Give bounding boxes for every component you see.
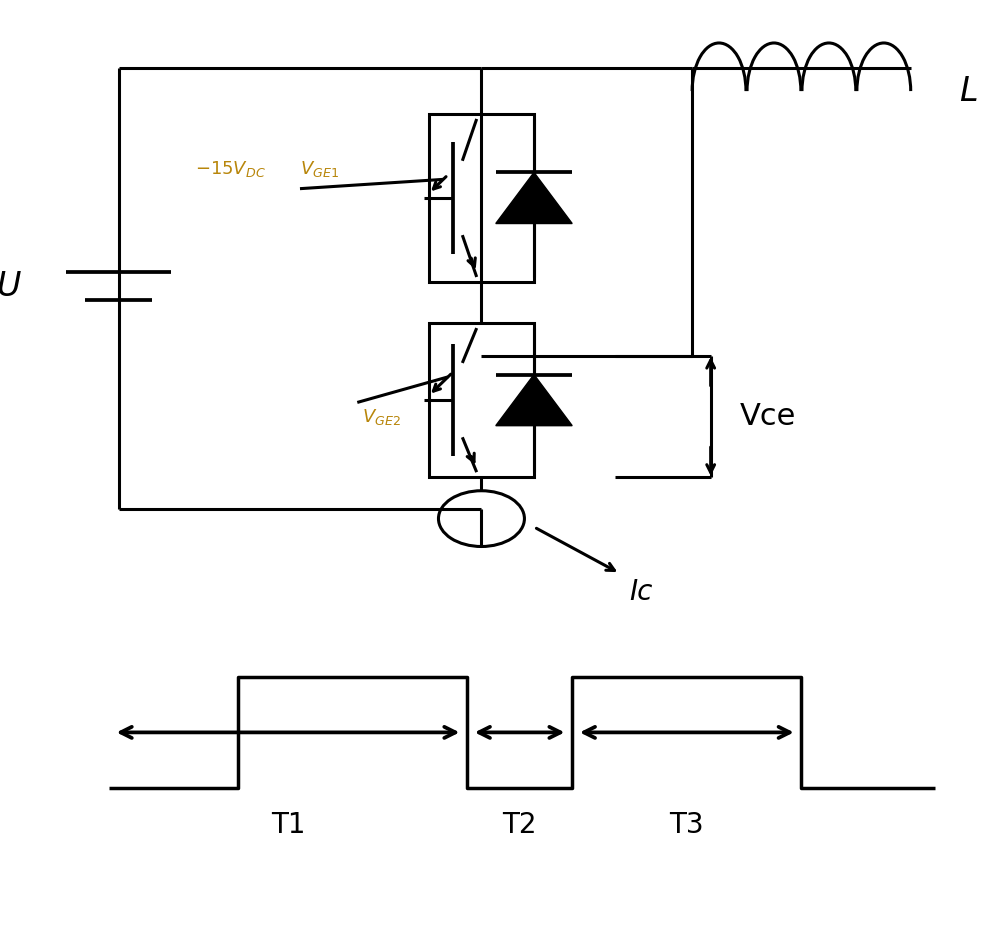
Bar: [429, 324, 534, 477]
Text: $V_{GE2}$: $V_{GE2}$: [362, 407, 401, 427]
Text: $-15V_{DC}$: $-15V_{DC}$: [195, 159, 266, 180]
Polygon shape: [496, 375, 572, 425]
Bar: [429, 114, 534, 281]
Text: T3: T3: [669, 812, 704, 840]
Text: Vce: Vce: [739, 402, 796, 431]
Text: T2: T2: [502, 812, 537, 840]
Text: Ic: Ic: [629, 578, 653, 606]
Text: T1: T1: [271, 812, 305, 840]
Text: L: L: [959, 75, 978, 108]
Polygon shape: [496, 172, 572, 223]
Text: U: U: [0, 270, 21, 303]
Text: $V_{GE1}$: $V_{GE1}$: [300, 159, 339, 180]
